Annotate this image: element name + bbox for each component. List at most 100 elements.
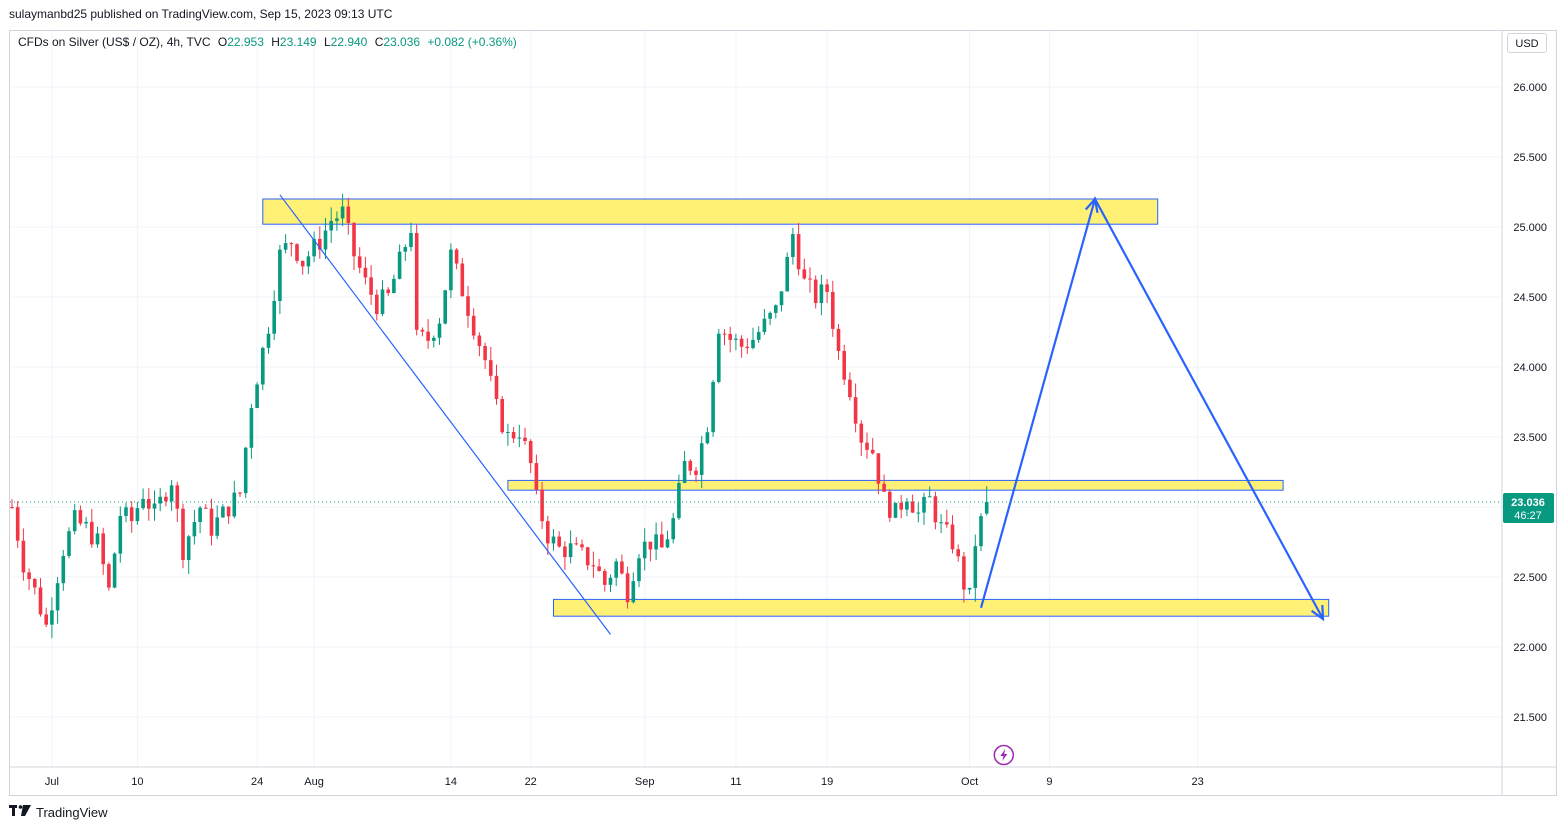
candle-body — [819, 284, 824, 304]
x-tick-label: 14 — [445, 776, 457, 788]
candle-body — [779, 291, 784, 306]
candle-body — [460, 263, 465, 297]
candle-body — [768, 312, 772, 319]
y-tick-label: 23.500 — [1513, 432, 1547, 444]
candle-body — [853, 397, 858, 424]
x-tick-label: 11 — [730, 776, 741, 788]
candle-body — [620, 561, 624, 574]
candle-body — [511, 431, 516, 439]
candle-body — [306, 256, 311, 267]
candle-body — [762, 318, 767, 333]
open-value: 22.953 — [227, 35, 264, 49]
candle-body — [597, 566, 601, 571]
candle-body — [221, 506, 225, 518]
candle-body — [546, 521, 550, 544]
resistance-zone[interactable] — [262, 198, 1159, 225]
x-tick-label: Jul — [45, 776, 59, 788]
candle-body — [688, 460, 693, 471]
candle-body — [477, 335, 482, 346]
candle-body — [340, 206, 345, 219]
candle-body — [677, 482, 681, 519]
candle-body — [813, 279, 818, 304]
candle-body — [585, 547, 590, 566]
candle-body — [979, 516, 983, 547]
candle-body — [147, 498, 151, 509]
candle-body — [905, 501, 909, 510]
candle-body — [910, 501, 915, 513]
candle-body — [152, 503, 157, 509]
y-tick-label: 22.500 — [1513, 572, 1547, 584]
candle-body — [574, 543, 579, 545]
candle-body — [722, 333, 727, 335]
candle-body — [648, 541, 653, 550]
candle-body — [10, 507, 14, 508]
lightning-bolt-icon — [1000, 749, 1008, 761]
high-label: H — [271, 35, 280, 49]
candle-body — [363, 267, 368, 278]
support-zone[interactable] — [553, 598, 1330, 617]
candle-body — [437, 323, 442, 338]
candle-body — [984, 501, 989, 514]
candle-body — [141, 498, 145, 509]
candle-body — [563, 546, 567, 558]
candle-body — [494, 375, 499, 400]
candle-body — [107, 564, 111, 588]
candle-body — [694, 470, 698, 475]
candle-body — [825, 284, 829, 292]
candle-body — [471, 315, 476, 336]
x-tick-label: 19 — [821, 776, 833, 788]
candle-body — [557, 536, 561, 547]
candle-body — [289, 243, 294, 245]
candle-body — [796, 234, 801, 270]
candle-body — [859, 423, 864, 443]
chart-frame[interactable] — [9, 30, 1557, 796]
candle-body — [90, 521, 94, 545]
candle-body — [186, 536, 191, 561]
trendline[interactable] — [279, 194, 611, 635]
candle-body — [654, 534, 658, 550]
candle-body — [831, 291, 835, 329]
candle-body — [318, 238, 322, 250]
y-tick-label: 22.000 — [1513, 642, 1547, 654]
candle-body — [27, 572, 31, 579]
price-tag-value: 23.036 — [1511, 497, 1545, 509]
candle-body — [300, 260, 305, 267]
candle-body — [705, 432, 710, 444]
candle-body — [888, 491, 892, 518]
candle-body — [129, 507, 134, 522]
change-value: +0.082 (+0.36%) — [427, 35, 517, 49]
candle-body — [283, 243, 288, 250]
candle-body — [449, 249, 453, 291]
candle-body — [751, 339, 755, 348]
candle-body — [323, 230, 328, 250]
candle-body — [192, 521, 197, 537]
candle-body — [506, 431, 510, 433]
candle-body — [409, 232, 413, 247]
candle-body — [466, 296, 470, 316]
candle-body — [232, 492, 237, 517]
projection-path[interactable] — [979, 196, 1324, 620]
candle-body — [443, 290, 447, 324]
candle-body — [124, 507, 128, 516]
candle-body — [50, 610, 54, 625]
close-label: C — [374, 35, 384, 49]
candle-body — [517, 437, 522, 439]
candle-body — [181, 508, 185, 561]
candle-body — [916, 512, 921, 514]
candle-body — [432, 337, 436, 341]
candle-body — [33, 578, 37, 588]
footer-brand[interactable]: TradingView — [9, 804, 108, 820]
candle-body — [209, 508, 214, 536]
y-tick-label: 26.000 — [1513, 82, 1547, 94]
candle-body — [711, 381, 715, 433]
close-value: 23.036 — [383, 35, 421, 49]
candle-body — [135, 508, 140, 522]
currency-button[interactable]: USD — [1507, 33, 1547, 53]
candle-body — [295, 244, 299, 261]
candle-body — [397, 251, 402, 279]
candle-body — [164, 496, 168, 502]
candle-body — [540, 489, 544, 522]
middle-zone[interactable] — [507, 479, 1284, 491]
candle-body — [922, 496, 926, 513]
